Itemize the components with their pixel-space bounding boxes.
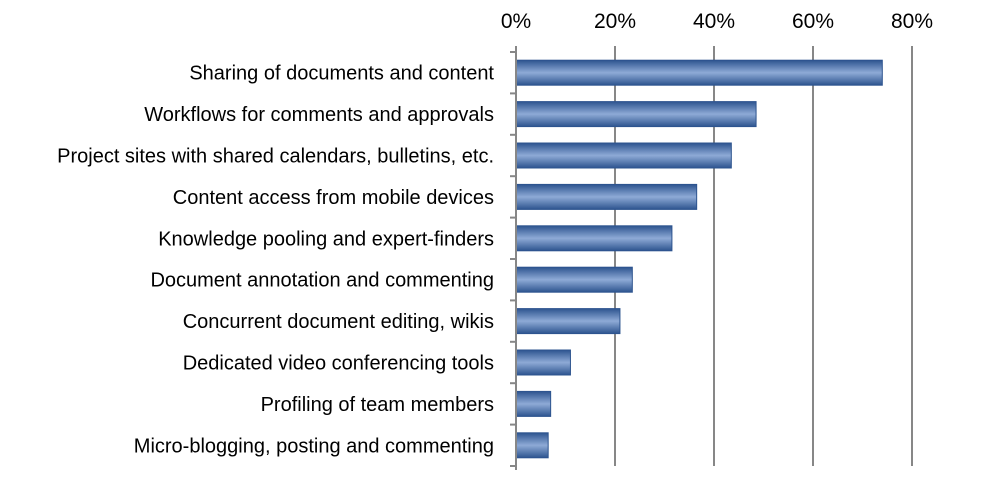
axes xyxy=(510,46,517,470)
category-label: Dedicated video conferencing tools xyxy=(183,353,494,375)
bar xyxy=(515,101,757,128)
category-labels: Sharing of documents and content Workflow… xyxy=(57,63,494,458)
bar xyxy=(515,266,633,293)
category-label: Micro-blogging, posting and commenting xyxy=(134,435,494,457)
category-label: Content access from mobile devices xyxy=(173,187,494,209)
x-tick-labels: 0% 20% 40% 60% 80% xyxy=(501,10,933,33)
category-label: Project sites with shared calendars, bul… xyxy=(57,146,494,168)
category-label: Concurrent document editing, wikis xyxy=(183,311,494,333)
bars xyxy=(515,59,883,459)
x-tick-label: 80% xyxy=(891,10,933,33)
bar xyxy=(515,225,673,252)
bar xyxy=(515,142,732,169)
category-label: Profiling of team members xyxy=(261,394,494,416)
category-label: Workflows for comments and approvals xyxy=(144,104,494,126)
bar xyxy=(515,59,883,86)
category-label: Knowledge pooling and expert-finders xyxy=(158,228,494,250)
x-tick-label: 40% xyxy=(693,10,735,33)
x-tick-label: 0% xyxy=(501,10,531,33)
bar xyxy=(515,432,549,459)
x-tick-label: 60% xyxy=(792,10,834,33)
bar xyxy=(515,183,698,210)
x-tick-label: 20% xyxy=(594,10,636,33)
bar xyxy=(515,390,552,417)
bar xyxy=(515,308,621,335)
bar xyxy=(515,349,571,376)
category-label: Document annotation and commenting xyxy=(150,270,494,292)
category-label: Sharing of documents and content xyxy=(189,63,494,85)
